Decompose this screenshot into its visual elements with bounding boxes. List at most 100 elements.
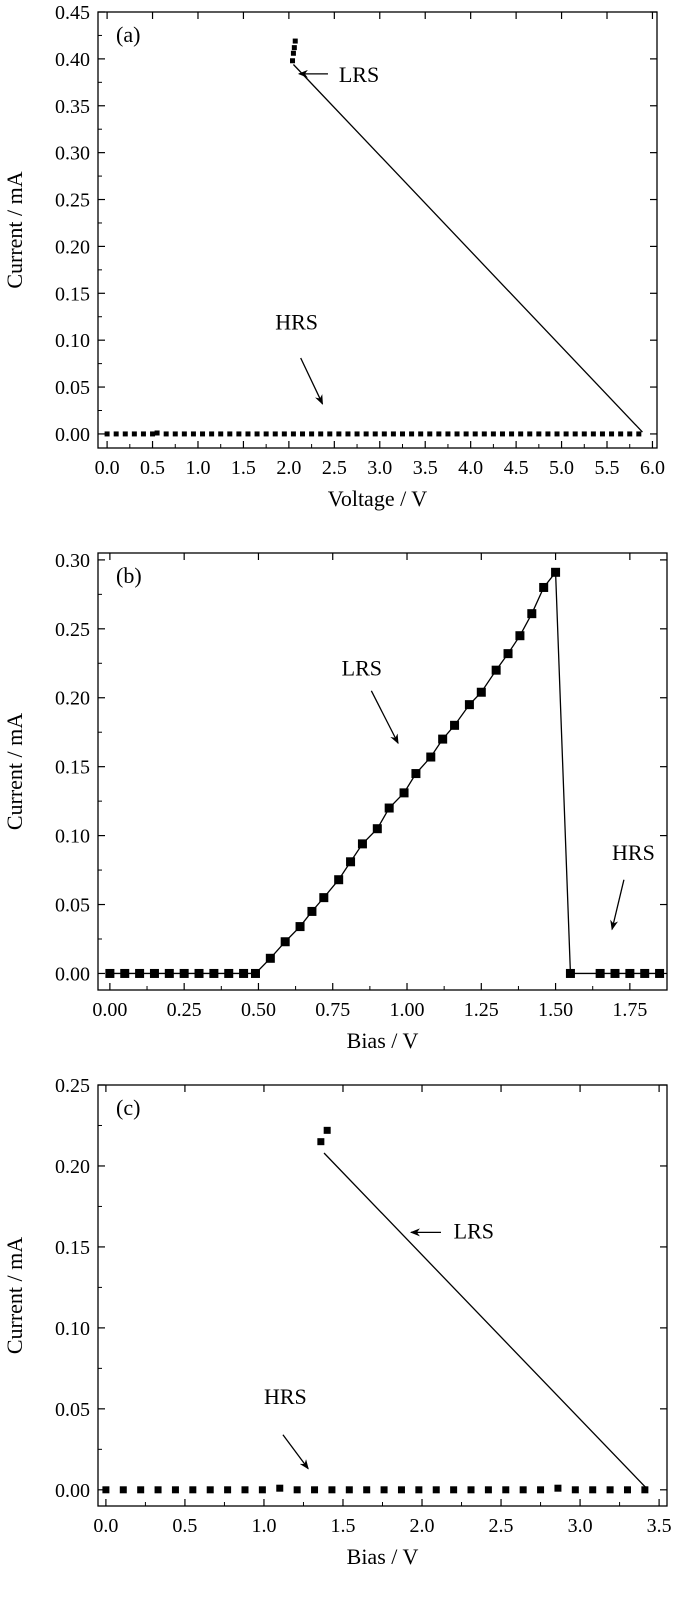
data-point xyxy=(590,431,596,437)
y-axis-title: Current / mA xyxy=(2,713,27,830)
data-point xyxy=(536,431,542,437)
data-point xyxy=(502,1486,510,1494)
data-point xyxy=(445,431,451,437)
data-point xyxy=(263,431,269,437)
data-point xyxy=(181,431,187,437)
data-point xyxy=(641,1486,649,1494)
data-point xyxy=(372,431,378,437)
annotation-arrow xyxy=(610,879,625,931)
x-tick-label: 2.0 xyxy=(410,1515,435,1537)
x-tick-label: 0.0 xyxy=(95,457,120,479)
y-tick-label: 0.10 xyxy=(55,330,90,352)
data-point xyxy=(554,1484,562,1492)
panel-label: (b) xyxy=(116,563,142,588)
x-tick-label: 3.0 xyxy=(568,1515,593,1537)
data-point xyxy=(317,1138,325,1146)
data-point xyxy=(290,431,296,437)
data-point xyxy=(293,1486,301,1494)
x-tick-label: 1.0 xyxy=(185,457,210,479)
data-point xyxy=(537,1486,545,1494)
data-point xyxy=(571,1486,579,1494)
x-tick-label: 3.0 xyxy=(367,457,392,479)
data-point xyxy=(415,1486,423,1494)
y-tick-label: 0.45 xyxy=(55,2,90,24)
x-axis-title: Bias / V xyxy=(347,1028,419,1053)
data-point xyxy=(623,1486,631,1494)
data-point xyxy=(280,937,290,947)
plot-frame xyxy=(97,1084,668,1507)
data-point xyxy=(290,50,296,56)
x-tick-label: 4.0 xyxy=(458,457,483,479)
data-point xyxy=(399,431,405,437)
data-point xyxy=(154,1486,162,1494)
data-point xyxy=(484,1486,492,1494)
data-point xyxy=(105,968,115,978)
data-point xyxy=(276,1484,284,1492)
data-point xyxy=(390,431,396,437)
data-point xyxy=(311,1486,319,1494)
data-point xyxy=(397,1486,405,1494)
x-tick-label: 0.00 xyxy=(92,999,127,1021)
data-point xyxy=(545,431,551,437)
y-tick-label: 0.05 xyxy=(55,1399,90,1421)
panel-0: 0.0 0.5 1.0 1.5 2.0 2.5 3.0 3.5 4.0 4.5 5.0 5.5 6.0 0… xyxy=(2,2,665,511)
data-point xyxy=(655,968,665,978)
data-point xyxy=(384,803,394,813)
x-tick-label: 0.0 xyxy=(93,1515,118,1537)
data-point xyxy=(472,431,478,437)
data-point xyxy=(381,431,387,437)
data-point xyxy=(209,431,215,437)
x-tick-label: 0.25 xyxy=(167,999,202,1021)
data-point xyxy=(245,431,251,437)
x-axis-title: Bias / V xyxy=(347,1544,419,1569)
annotation-label: HRS xyxy=(264,1384,307,1409)
y-tick-label: 0.15 xyxy=(55,1237,90,1259)
data-point xyxy=(490,431,496,437)
annotation-arrow xyxy=(282,1434,309,1470)
x-tick-label: 5.0 xyxy=(549,457,574,479)
data-point xyxy=(227,431,233,437)
x-tick-label: 2.5 xyxy=(489,1515,514,1537)
data-point xyxy=(206,1486,214,1494)
trend-line xyxy=(292,64,643,433)
data-point xyxy=(438,734,448,744)
data-point xyxy=(135,968,145,978)
data-point xyxy=(119,1486,127,1494)
data-point xyxy=(565,968,575,978)
data-point xyxy=(122,431,128,437)
data-point xyxy=(218,431,224,437)
data-point xyxy=(627,431,633,437)
data-point xyxy=(200,431,206,437)
data-point xyxy=(527,609,537,619)
y-tick-label: 0.20 xyxy=(55,1156,90,1178)
data-point xyxy=(150,431,156,437)
data-point xyxy=(281,431,287,437)
data-point xyxy=(539,582,549,592)
y-tick-label: 0.25 xyxy=(55,1075,90,1097)
data-point xyxy=(172,431,178,437)
x-tick-label: 1.5 xyxy=(330,1515,355,1537)
data-point xyxy=(189,1486,197,1494)
data-point xyxy=(137,1486,145,1494)
data-point xyxy=(291,45,297,51)
y-tick-label: 0.35 xyxy=(55,96,90,118)
y-axis-title: Current / mA xyxy=(2,171,27,288)
data-point xyxy=(258,1486,266,1494)
data-point xyxy=(432,1486,440,1494)
data-point xyxy=(120,968,130,978)
data-point xyxy=(250,968,260,978)
data-point xyxy=(190,431,196,437)
data-point xyxy=(318,431,324,437)
data-point xyxy=(636,431,642,437)
x-tick-label: 2.0 xyxy=(276,457,301,479)
data-point xyxy=(450,1486,458,1494)
data-point xyxy=(606,1486,614,1494)
y-tick-label: 0.15 xyxy=(55,757,90,779)
y-axis-title: Current / mA xyxy=(2,1237,27,1354)
annotation-label: LRS xyxy=(339,62,379,87)
data-point xyxy=(209,968,219,978)
x-tick-label: 6.0 xyxy=(640,457,665,479)
data-point xyxy=(345,431,351,437)
data-point xyxy=(464,700,474,710)
data-point xyxy=(589,1486,597,1494)
